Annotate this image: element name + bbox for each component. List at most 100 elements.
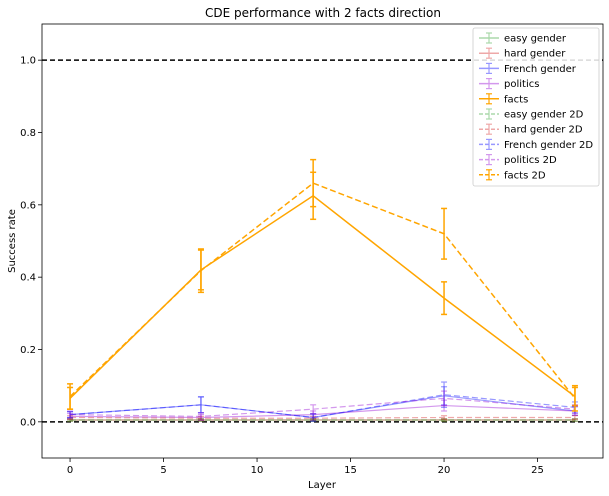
error-bar	[310, 158, 317, 208]
series-hard-gender-2d	[67, 415, 578, 421]
legend: easy gender hard gender French gender polit…	[472, 27, 600, 187]
error-bar	[67, 410, 74, 419]
y-tick-label: 0.8	[20, 128, 36, 139]
legend-label: facts	[504, 94, 528, 105]
legend-item: facts	[479, 93, 528, 105]
series-easy-gender	[67, 418, 578, 422]
legend-item: politics 2D	[479, 154, 557, 166]
legend-swatch	[479, 154, 499, 166]
error-bar	[197, 414, 204, 421]
legend-swatch	[479, 138, 499, 150]
y-tick-label: 1.0	[20, 56, 36, 67]
legend-swatch	[479, 169, 499, 181]
error-bar	[67, 411, 74, 419]
series-line	[69, 194, 576, 399]
legend-swatch	[479, 123, 499, 135]
error-bar	[197, 412, 204, 421]
series-line	[70, 395, 576, 419]
legend-item: French gender	[479, 62, 577, 75]
error-bar	[310, 410, 317, 419]
legend-label: French gender	[504, 64, 577, 75]
legend-item: easy gender	[479, 32, 567, 45]
y-tick-label: 0.2	[20, 345, 36, 356]
legend-label: politics	[504, 79, 539, 90]
error-bar	[310, 413, 317, 422]
error-bar	[197, 418, 204, 422]
series-hard-gender	[67, 418, 578, 422]
error-bar	[571, 384, 578, 412]
error-bar	[67, 415, 74, 420]
series-line	[70, 416, 575, 419]
series-line	[70, 394, 576, 419]
legend-label: hard gender	[504, 49, 566, 60]
series-french-gender-2d	[67, 381, 578, 422]
error-bar	[441, 390, 448, 407]
legend-label: French gender 2D	[504, 140, 593, 151]
series-layer	[67, 158, 578, 422]
error-bar	[571, 418, 578, 422]
error-bar	[310, 418, 317, 422]
error-bar	[441, 381, 448, 408]
legend-box	[472, 27, 600, 187]
error-bar	[197, 418, 204, 422]
y-tick-label: 0.4	[20, 273, 36, 284]
legend-swatch	[479, 77, 499, 90]
x-axis: 0 5 10 15 20 25	[67, 458, 544, 476]
legend-label: facts 2D	[504, 170, 546, 181]
series-line	[69, 182, 576, 399]
error-bar	[197, 396, 204, 414]
error-bar	[441, 418, 448, 422]
x-tick-label: 25	[531, 465, 544, 476]
error-bar	[571, 418, 578, 422]
series-facts-2d	[67, 158, 578, 412]
error-bar	[67, 412, 74, 420]
error-bar	[310, 404, 317, 415]
series-easy-gender-2d	[67, 418, 578, 422]
x-tick-label: 20	[438, 465, 451, 476]
series-facts	[67, 171, 578, 410]
legend-swatch	[479, 108, 499, 120]
error-bar	[310, 418, 317, 422]
error-bar	[441, 418, 448, 422]
error-bar	[310, 418, 317, 422]
error-bar	[67, 418, 74, 422]
error-bar	[67, 411, 74, 419]
error-bar	[310, 413, 317, 422]
legend-item: politics	[479, 77, 539, 90]
legend-item: facts 2D	[479, 169, 546, 181]
legend-item: French gender 2D	[479, 138, 593, 151]
error-bar	[441, 399, 448, 412]
x-axis-title: Layer	[308, 480, 337, 491]
error-bar	[310, 415, 317, 421]
legend-swatch	[479, 47, 499, 59]
error-bar	[571, 415, 578, 420]
x-tick-label: 10	[251, 465, 264, 476]
y-axis-title: Success rate	[7, 209, 18, 273]
legend-swatch	[479, 62, 499, 75]
legend-item: hard gender 2D	[479, 123, 583, 136]
x-tick-label: 5	[160, 465, 166, 476]
legend-swatch	[479, 32, 499, 44]
legend-swatch	[479, 93, 499, 105]
error-bar	[197, 418, 204, 422]
series-line	[70, 397, 575, 418]
chart-title: CDE performance with 2 facts direction	[205, 6, 441, 20]
error-bar	[197, 415, 204, 421]
error-bar	[67, 418, 74, 422]
x-tick-label: 15	[344, 465, 357, 476]
legend-item: hard gender	[479, 47, 566, 60]
x-tick-label: 0	[67, 465, 73, 476]
y-axis: 0.0 0.2 0.4 0.6 0.8 1.0	[20, 56, 42, 428]
error-bar	[571, 418, 578, 422]
legend-label: easy gender 2D	[504, 110, 584, 121]
error-bar	[441, 418, 448, 422]
series-line	[70, 404, 575, 419]
error-bar	[441, 386, 448, 406]
error-bar	[441, 415, 448, 420]
legend-label: politics 2D	[504, 155, 557, 166]
legend-label: hard gender 2D	[504, 125, 583, 136]
legend-item: easy gender 2D	[479, 108, 584, 121]
y-tick-label: 0.6	[20, 200, 36, 211]
error-bar	[197, 396, 204, 414]
